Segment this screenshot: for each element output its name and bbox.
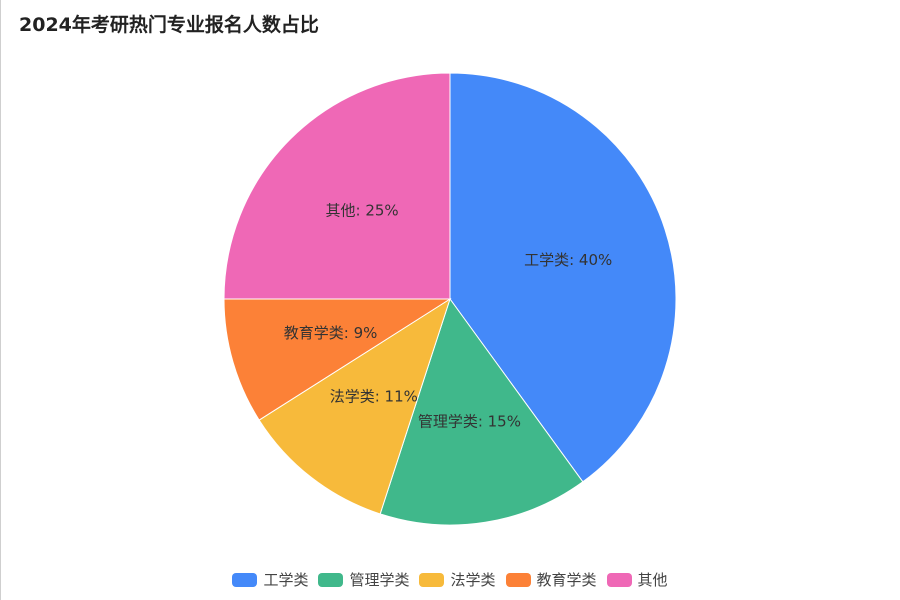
- legend-item[interactable]: 工学类: [232, 569, 308, 590]
- pie-slice[interactable]: [258, 297, 451, 515]
- slice-data-label: 工学类: 40%: [524, 251, 612, 269]
- slice-data-label: 管理学类: 15%: [418, 412, 521, 430]
- legend-label: 教育学类: [536, 571, 597, 589]
- legend-item[interactable]: 管理学类: [318, 569, 409, 590]
- legend-item[interactable]: 法学类: [419, 569, 496, 590]
- legend-label: 法学类: [450, 571, 496, 589]
- slice-data-label: 法学类: 11%: [330, 388, 418, 406]
- pie-slice[interactable]: [449, 72, 677, 483]
- legend-swatch: [232, 572, 258, 587]
- legend-item[interactable]: 教育学类: [505, 569, 597, 590]
- legend-swatch: [318, 572, 344, 587]
- legend-label: 工学类: [263, 571, 309, 589]
- chart-title: 2024年考研热门专业报名人数占比: [19, 14, 319, 36]
- frame-left-border: [0, 0, 1, 600]
- legend-swatch: [419, 572, 445, 587]
- pie-slice[interactable]: [223, 298, 452, 421]
- legend-label: 其他: [637, 571, 668, 589]
- slice-data-label: 教育学类: 9%: [284, 324, 378, 342]
- chart-legend: 工学类 管理学类 法学类 教育学类 其他: [0, 569, 900, 590]
- pie-slice[interactable]: [379, 297, 584, 526]
- pie-slice[interactable]: [223, 72, 451, 300]
- legend-label: 管理学类: [349, 571, 410, 589]
- legend-item[interactable]: 其他: [606, 569, 668, 590]
- legend-swatch: [606, 572, 632, 587]
- legend-swatch: [505, 572, 531, 587]
- slice-data-label: 其他: 25%: [326, 202, 399, 220]
